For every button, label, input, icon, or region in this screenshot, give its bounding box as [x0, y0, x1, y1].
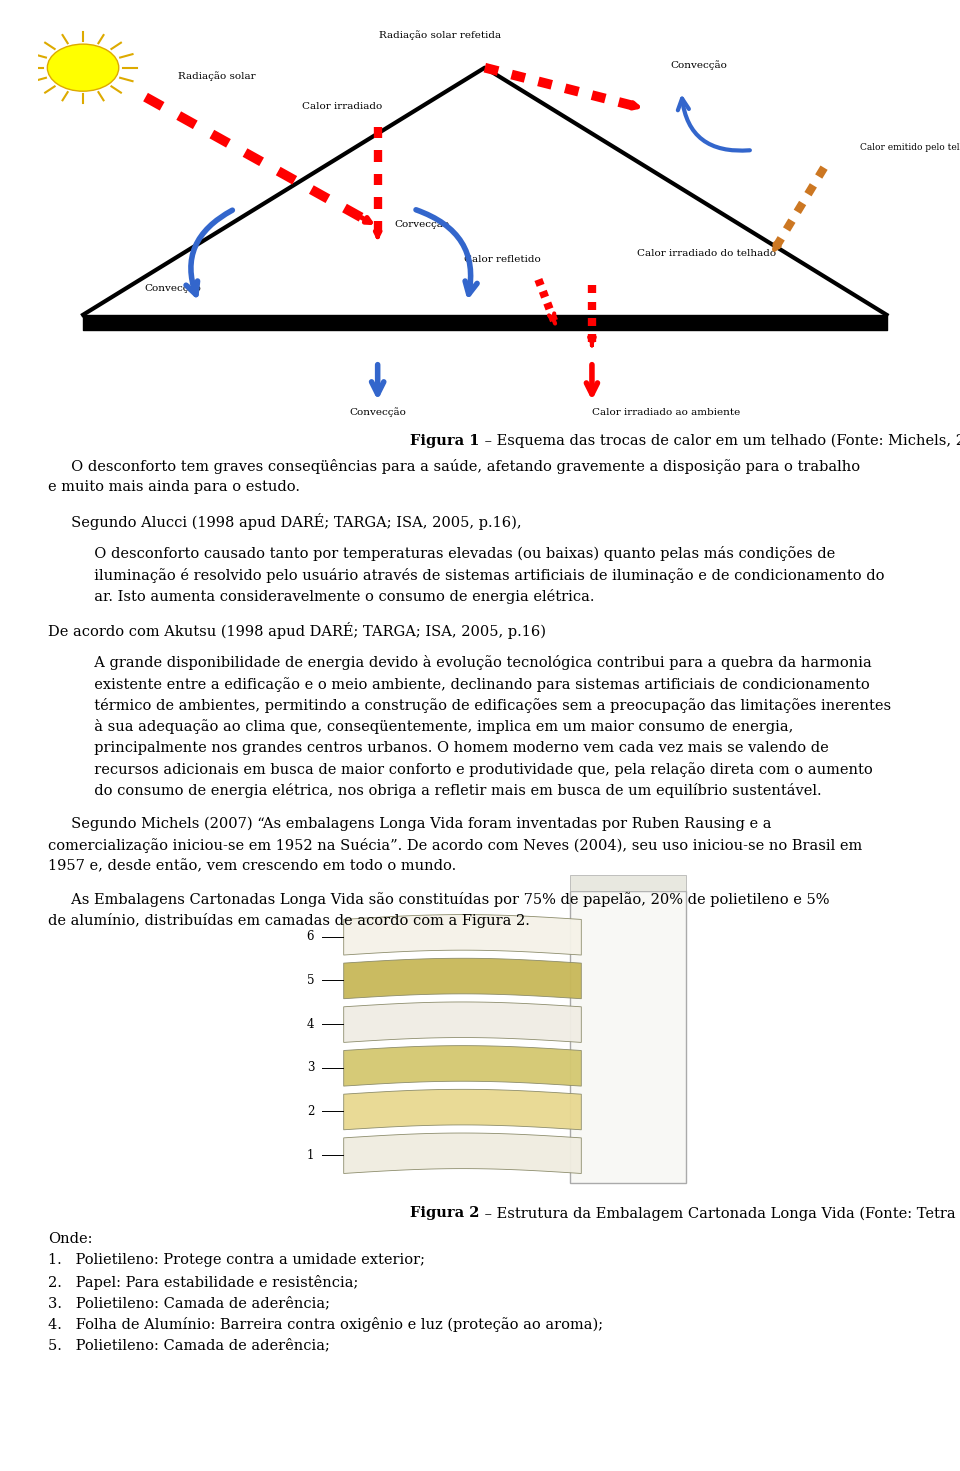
Text: à sua adequação ao clima que, conseqüentemente, implica em um maior consumo de e: à sua adequação ao clima que, conseqüent… — [48, 719, 793, 734]
Text: O desconforto tem graves conseqüências para a saúde, afetando gravemente a dispo: O desconforto tem graves conseqüências p… — [48, 459, 860, 474]
Text: 5.   Polietileno: Camada de aderência;: 5. Polietileno: Camada de aderência; — [48, 1339, 330, 1353]
Text: Radiação solar refetida: Radiação solar refetida — [379, 31, 501, 40]
Text: 1957 e, desde então, vem crescendo em todo o mundo.: 1957 e, desde então, vem crescendo em to… — [48, 859, 456, 874]
Text: ar. Isto aumenta consideravelmente o consumo de energia elétrica.: ar. Isto aumenta consideravelmente o con… — [48, 588, 594, 605]
Text: As Embalagens Cartonadas Longa Vida são constituídas por 75% de papelão, 20% de : As Embalagens Cartonadas Longa Vida são … — [48, 891, 829, 908]
Text: de alumínio, distribuídas em camadas de acordo com a Figura 2.: de alumínio, distribuídas em camadas de … — [48, 913, 530, 928]
Text: Calor irradiado ao ambiente: Calor irradiado ao ambiente — [592, 407, 740, 416]
Text: O desconforto causado tanto por temperaturas elevadas (ou baixas) quanto pelas m: O desconforto causado tanto por temperat… — [48, 546, 835, 562]
Text: 4.   Folha de Alumínio: Barreira contra oxigênio e luz (proteção ao aroma);: 4. Folha de Alumínio: Barreira contra ox… — [48, 1318, 603, 1333]
Text: Segundo Alucci (1998 apud DARÉ; TARGA; ISA, 2005, p.16),: Segundo Alucci (1998 apud DARÉ; TARGA; I… — [48, 513, 521, 531]
Text: Convecção: Convecção — [349, 407, 406, 416]
Text: 6: 6 — [306, 930, 314, 943]
Text: Calor irradiado do telhado: Calor irradiado do telhado — [636, 249, 776, 257]
Text: Figura 2: Figura 2 — [411, 1206, 480, 1221]
Text: Corvecção: Corvecção — [395, 219, 450, 228]
Text: Segundo Michels (2007) “As embalagens Longa Vida foram inventadas por Ruben Raus: Segundo Michels (2007) “As embalagens Lo… — [48, 816, 772, 831]
Text: Figura 1: Figura 1 — [411, 434, 480, 449]
Text: e muito mais ainda para o estudo.: e muito mais ainda para o estudo. — [48, 481, 300, 494]
Text: Calor irradiado: Calor irradiado — [301, 101, 382, 110]
Text: do consumo de energia elétrica, nos obriga a refletir mais em busca de um equilí: do consumo de energia elétrica, nos obri… — [48, 783, 822, 799]
Text: 1.   Polietileno: Protege contra a umidade exterior;: 1. Polietileno: Protege contra a umidade… — [48, 1253, 425, 1268]
Text: – Estrutura da Embalagem Cartonada Longa Vida (Fonte: Tetra Pak®, 2010): – Estrutura da Embalagem Cartonada Longa… — [480, 1206, 960, 1221]
Text: comercialização iniciou-se em 1952 na Suécia”. De acordo com Neves (2004), seu u: comercialização iniciou-se em 1952 na Su… — [48, 837, 862, 853]
Text: 2.   Papel: Para estabilidade e resistência;: 2. Papel: Para estabilidade e resistênci… — [48, 1274, 358, 1290]
Text: Convecção: Convecção — [671, 60, 728, 69]
Text: 2: 2 — [307, 1105, 314, 1118]
Text: existente entre a edificação e o meio ambiente, declinando para sistemas artific: existente entre a edificação e o meio am… — [48, 677, 870, 691]
Text: Convecção: Convecção — [144, 284, 201, 293]
Text: térmico de ambientes, permitindo a construção de edificações sem a preocupação d: térmico de ambientes, permitindo a const… — [48, 697, 891, 713]
Polygon shape — [570, 875, 686, 891]
Circle shape — [47, 44, 119, 91]
Text: principalmente nos grandes centros urbanos. O homem moderno vem cada vez mais se: principalmente nos grandes centros urban… — [48, 740, 828, 755]
Text: iluminação é resolvido pelo usuário através de sistemas artificiais de iluminaçã: iluminação é resolvido pelo usuário atra… — [48, 568, 884, 583]
Text: A grande disponibilidade de energia devido à evolução tecnológica contribui para: A grande disponibilidade de energia devi… — [48, 655, 872, 671]
Text: Radiação solar: Radiação solar — [179, 72, 255, 81]
Text: 1: 1 — [307, 1149, 314, 1162]
Text: recursos adicionais em busca de maior conforto e produtividade que, pela relação: recursos adicionais em busca de maior co… — [48, 762, 873, 777]
Text: 4: 4 — [306, 1018, 314, 1031]
Text: Calor emitido pelo telhado: Calor emitido pelo telhado — [860, 143, 960, 152]
Polygon shape — [570, 891, 686, 1183]
Text: – Esquema das trocas de calor em um telhado (Fonte: Michels, 2007).: – Esquema das trocas de calor em um telh… — [480, 434, 960, 449]
Text: 5: 5 — [306, 974, 314, 987]
Text: De acordo com Akutsu (1998 apud DARÉ; TARGA; ISA, 2005, p.16): De acordo com Akutsu (1998 apud DARÉ; TA… — [48, 622, 546, 640]
Text: 3.   Polietileno: Camada de aderência;: 3. Polietileno: Camada de aderência; — [48, 1296, 330, 1311]
Text: Calor refletido: Calor refletido — [465, 254, 541, 263]
Text: 3: 3 — [306, 1061, 314, 1074]
Text: Onde:: Onde: — [48, 1233, 92, 1246]
